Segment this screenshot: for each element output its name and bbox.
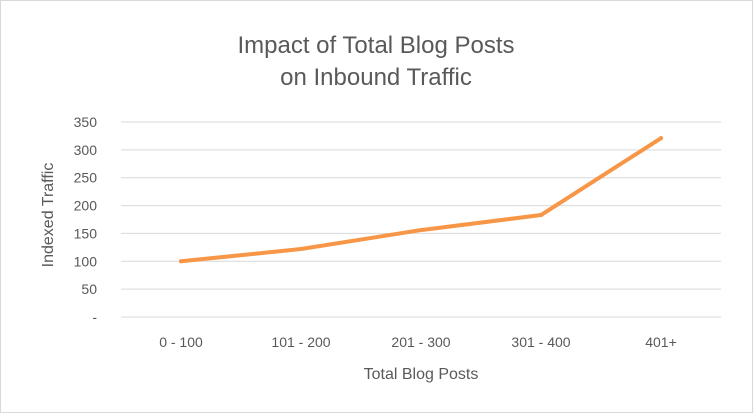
y-tick-label: 300: [74, 142, 98, 158]
x-axis-ticks: 0 - 100 101 - 200 201 - 300 301 - 400 401+: [159, 334, 677, 350]
x-tick-label: 301 - 400: [511, 334, 570, 350]
x-tick-label: 0 - 100: [159, 334, 203, 350]
data-point: [179, 259, 183, 264]
y-tick-label: 100: [74, 253, 98, 269]
x-tick-label: 201 - 300: [391, 334, 450, 350]
y-tick-label: 200: [74, 198, 98, 214]
series-line: [179, 136, 663, 264]
y-tick-label: 50: [81, 281, 97, 297]
data-point: [419, 228, 423, 233]
y-tick-label: -: [92, 309, 97, 325]
y-tick-label: 250: [74, 170, 98, 186]
y-tick-label: 350: [74, 114, 98, 130]
y-axis-label: Indexed Traffic: [40, 163, 57, 268]
chart-title-line-1: Impact of Total Blog Posts: [237, 32, 514, 59]
x-tick-label: 401+: [645, 334, 677, 350]
data-point: [299, 247, 303, 252]
chart-title: Impact of Total Blog Posts on Inbound Tr…: [237, 32, 514, 91]
data-point: [539, 213, 543, 218]
x-axis-label: Total Blog Posts: [364, 366, 479, 383]
gridlines: [121, 121, 721, 318]
x-tick-label: 101 - 200: [271, 334, 330, 350]
y-tick-label: 150: [74, 225, 98, 241]
y-axis-ticks: - 50 100 150 200 250 300 350: [74, 114, 98, 325]
data-point: [659, 136, 663, 141]
chart-title-line-2: on Inbound Traffic: [280, 64, 472, 91]
series-group: [179, 136, 663, 264]
